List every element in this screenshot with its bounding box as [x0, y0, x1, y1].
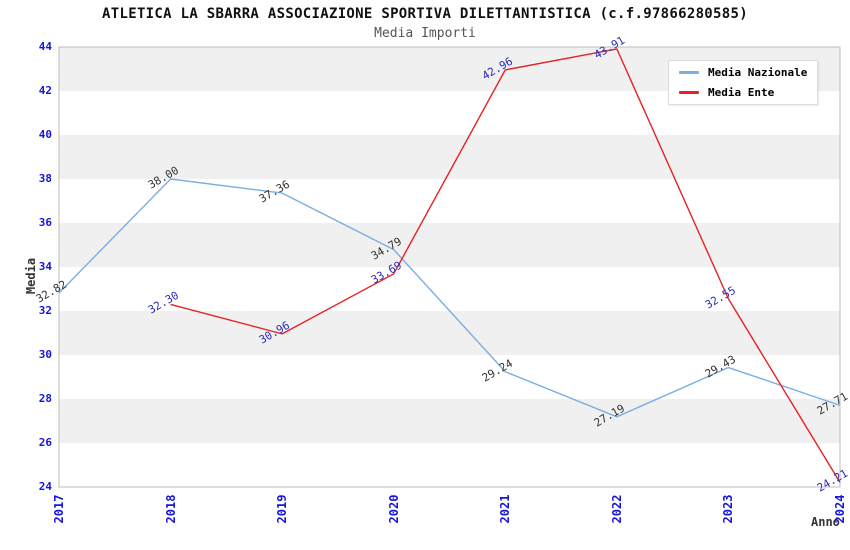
x-tick-label: 2018: [163, 494, 178, 524]
legend-swatch-icon: [679, 91, 699, 94]
y-tick-label: 32: [38, 304, 52, 317]
series-line-media-nazionale: [58, 178, 841, 418]
y-tick-label: 30: [38, 348, 52, 361]
plot-band: [59, 267, 840, 311]
x-tick-label: 2017: [52, 494, 66, 524]
plot-band: [59, 355, 840, 399]
y-tick-label: 44: [38, 40, 52, 53]
y-tick-label: 24: [38, 480, 52, 493]
x-tick-label: 2020: [386, 494, 401, 524]
x-tick-label: 2021: [498, 494, 513, 524]
chart-subtitle: Media Importi: [374, 26, 476, 41]
x-tick-label: 2023: [721, 494, 736, 524]
y-tick-label: 26: [38, 436, 52, 449]
x-axis-title: Anno: [811, 515, 840, 529]
y-tick-label: 28: [38, 392, 52, 405]
legend-label: Media Nazionale: [708, 66, 808, 79]
plot-band: [59, 179, 840, 223]
legend-item-media-nazionale: Media Nazionale: [679, 66, 807, 79]
y-tick-label: 40: [38, 128, 52, 141]
legend: Media Nazionale Media Ente: [668, 60, 819, 105]
legend-label: Media Ente: [708, 86, 775, 99]
x-tick-label: 2019: [275, 494, 290, 524]
plot-band: [59, 443, 840, 487]
legend-swatch-icon: [679, 71, 699, 74]
plot-band: [59, 223, 840, 267]
plot-band: [59, 399, 840, 443]
plot-band: [59, 311, 840, 355]
plot-border: [58, 46, 841, 488]
chart-title: ATLETICA LA SBARRA ASSOCIAZIONE SPORTIVA…: [102, 6, 748, 22]
y-tick-label: 34: [38, 260, 52, 273]
x-tick-label: 2022: [609, 494, 624, 524]
legend-item-media-ente: Media Ente: [679, 86, 807, 99]
y-tick-label: 36: [38, 216, 52, 229]
x-tick-label: 2024: [833, 494, 847, 524]
y-tick-label: 42: [38, 84, 52, 97]
series-line-media-ente: [170, 48, 841, 483]
y-tick-label: 38: [38, 172, 52, 185]
